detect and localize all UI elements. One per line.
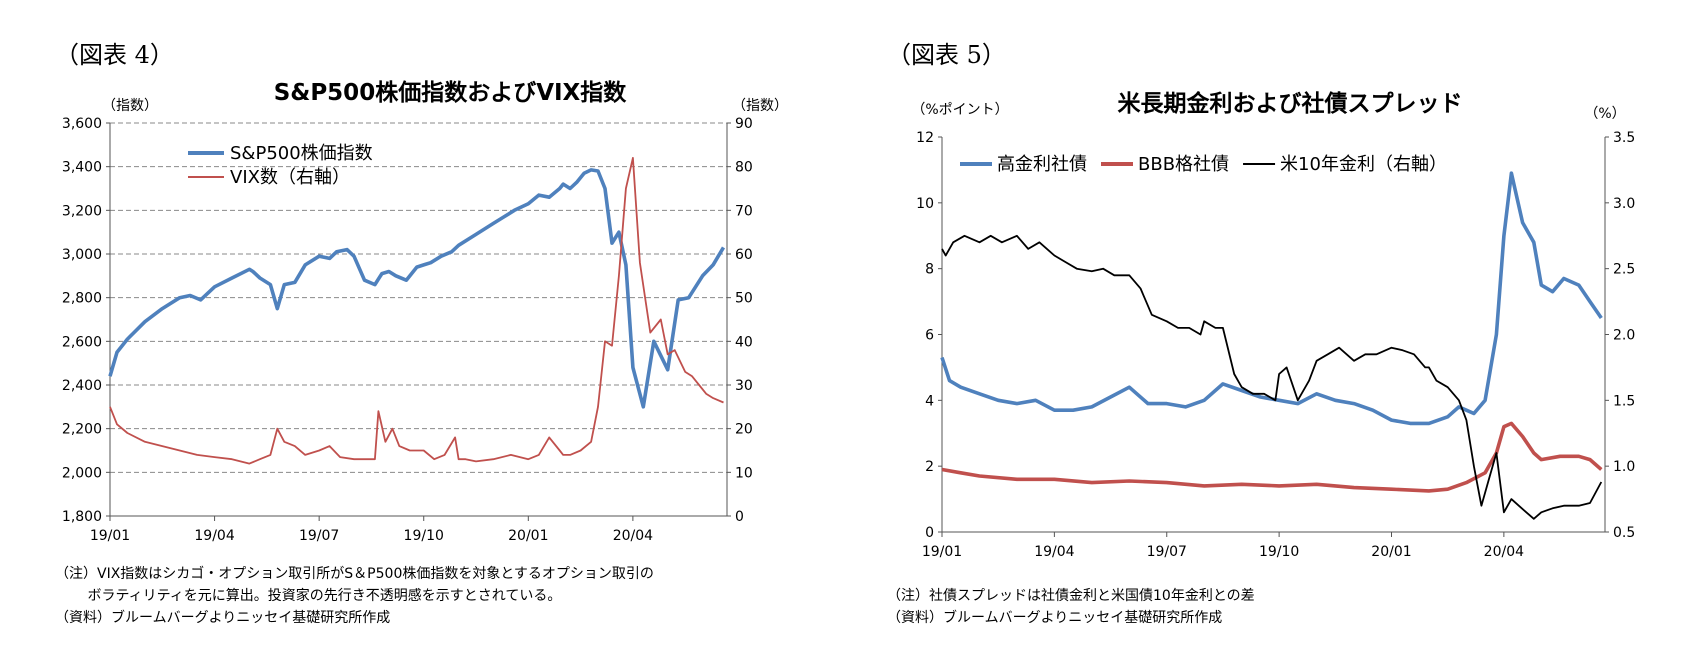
y-tick-label: 3,200: [62, 203, 102, 219]
chart-2-left-unit: （%ポイント）: [911, 102, 1008, 118]
y2-tick-label: 10: [735, 465, 753, 481]
legend-label-3: 米10年金利（右軸）: [1280, 154, 1447, 175]
y-tick-label: 2: [925, 459, 934, 475]
y2-tick-label: 3.5: [1613, 130, 1635, 146]
chart-2-title: 米長期金利および社債スプレッド: [1118, 90, 1463, 117]
figure-5-source: （資料）ブルームバーグよりニッセイ基礎研究所作成: [887, 609, 1222, 626]
series-line-1: [940, 171, 1603, 426]
x-tick-label: 19/04: [194, 528, 234, 544]
y-tick-label: 3,000: [62, 247, 102, 263]
y-tick-label: 12: [916, 130, 934, 146]
figure-5-label: （図表 5）: [887, 41, 1006, 69]
y-tick-label: 2,600: [62, 334, 102, 350]
legend-label-2: BBB格社債: [1138, 154, 1229, 175]
y-tick-label: 4: [925, 393, 934, 409]
legend-label-2: VIX数（右軸）: [230, 167, 350, 188]
chart-1-right-unit: （指数）: [732, 98, 788, 114]
legend-label-1: 高金利社債: [997, 154, 1087, 175]
series-line-1: [108, 168, 726, 409]
x-tick-label: 19/07: [1147, 544, 1187, 560]
y-tick-label: 3,400: [62, 160, 102, 176]
y2-tick-label: 90: [735, 116, 753, 132]
chart-2-plot-area: 0 2 4 6 8 10 12 0.5 1.0 1.5 2.0 2.5 3.0 3.5 19/01 19/04…: [916, 130, 1635, 560]
y2-tick-label: 70: [735, 203, 753, 219]
y-tick-label: 2,400: [62, 378, 102, 394]
x-tick-label: 19/01: [90, 528, 130, 544]
y-tick-label: 3,600: [62, 116, 102, 132]
y2-tick-label: 0.5: [1613, 525, 1635, 541]
x-tick-label: 19/04: [1034, 544, 1074, 560]
y2-tick-label: 60: [735, 247, 753, 263]
x-tick-label: 20/01: [1371, 544, 1411, 560]
series-line-2: [941, 421, 1603, 493]
series-line-2: [109, 156, 724, 465]
chart-2-right-unit: （%）: [1584, 106, 1625, 122]
figure-4-note-2: ボラティリティを元に算出。投資家の先行き不透明感を示すとされている。: [55, 587, 561, 604]
y2-tick-label: 20: [735, 422, 753, 438]
y-tick-label: 2,800: [62, 291, 102, 307]
y-tick-label: 2,000: [62, 465, 102, 481]
y-tick-label: 6: [925, 328, 934, 344]
y-tick-label: 10: [916, 196, 934, 212]
figure-4-label: （図表 4）: [55, 41, 174, 69]
y-tick-label: 2,200: [62, 422, 102, 438]
y2-tick-label: 2.0: [1613, 328, 1635, 344]
legend-label-1: S&P500株価指数: [230, 143, 373, 164]
chart-1-title: S&P500株価指数およびVIX指数: [274, 80, 628, 106]
y2-tick-label: 50: [735, 291, 753, 307]
x-tick-label: 19/10: [404, 528, 444, 544]
y-tick-label: 8: [925, 262, 934, 278]
y2-tick-label: 1.5: [1613, 393, 1635, 409]
x-tick-label: 20/04: [613, 528, 653, 544]
y2-tick-label: 0: [735, 509, 744, 525]
x-tick-label: 19/10: [1259, 544, 1299, 560]
chart-1-left-unit: （指数）: [102, 98, 158, 114]
x-tick-label: 20/01: [508, 528, 548, 544]
chart-1-plot-area: 1,800 2,000 2,200 2,400 2,600 2,800 3,000 3,200…: [62, 116, 753, 544]
figure-5-note-1: （注）社債スプレッドは社債金利と米国債10年金利との差: [887, 588, 1255, 604]
y2-tick-label: 30: [735, 378, 753, 394]
figure-5: （図表 5） 米長期金利および社債スプレッド （%ポイント） （%） 0 2 4 6 8…: [887, 41, 1635, 626]
y2-tick-label: 80: [735, 160, 753, 176]
y2-tick-label: 2.5: [1613, 262, 1635, 278]
y-tick-label: 0: [925, 525, 934, 541]
figure-4-note-1: （注）VIX指数はシカゴ・オプション取引所がS＆P500株価指数を対象とするオプ…: [55, 565, 654, 582]
y2-tick-label: 40: [735, 334, 753, 350]
y-tick-label: 1,800: [62, 509, 102, 525]
x-tick-label: 19/07: [299, 528, 339, 544]
x-tick-label: 20/04: [1484, 544, 1524, 560]
y2-tick-label: 3.0: [1613, 196, 1635, 212]
figure-4-source: （資料）ブルームバーグよりニッセイ基礎研究所作成: [55, 609, 390, 626]
series-line-3: [941, 234, 1603, 520]
figure-4: （図表 4） S&P500株価指数およびVIX指数 （指数） （指数） 1,80…: [55, 41, 788, 626]
y2-tick-label: 1.0: [1613, 459, 1635, 475]
x-tick-label: 19/01: [922, 544, 962, 560]
